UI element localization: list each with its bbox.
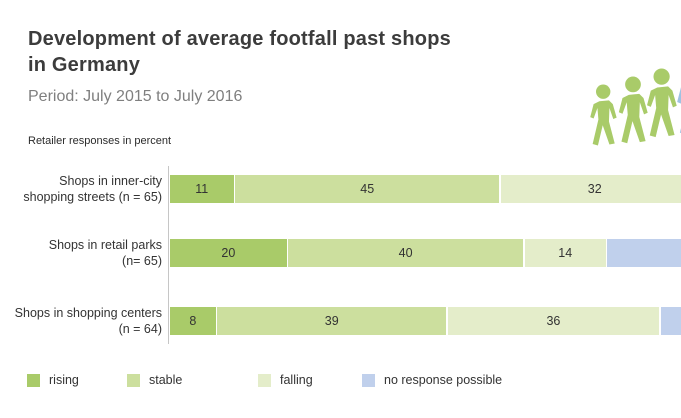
- bar-segment-falling: 36: [447, 307, 660, 335]
- bar-value-label: 36: [546, 314, 561, 328]
- legend-label-stable: stable: [149, 373, 183, 387]
- bar-value-label: 8: [189, 314, 197, 328]
- walking-people-svg: [590, 64, 681, 146]
- bar-segment-rising: 8: [170, 307, 216, 335]
- bar-value-label: 40: [398, 246, 413, 260]
- bar-segment-falling: 32: [500, 175, 681, 203]
- bar-segment-stable: 40: [288, 239, 524, 267]
- legend-label-falling: falling: [280, 373, 313, 387]
- category-label: Shops in shopping centers (n = 64): [14, 306, 162, 336]
- legend-label-rising: rising: [49, 373, 79, 387]
- bar-segment-rising: 20: [170, 239, 287, 267]
- legend-label-no-response: no response possible: [384, 373, 503, 387]
- walking-people-icon: [582, 64, 681, 158]
- period-subtitle: Period: July 2015 to July 2016: [28, 88, 243, 105]
- bar-segment-stable: 39: [217, 307, 447, 335]
- title-line-1: Development of average footfall past sho…: [28, 28, 451, 50]
- legend-swatch-stable: [127, 373, 140, 387]
- bar-value-label: 14: [558, 246, 573, 260]
- green-walker-3: [647, 68, 677, 138]
- legend-item-no-response: no response possible: [362, 373, 502, 387]
- bar-value-label: 39: [324, 314, 339, 328]
- bar-segment-no-response-possible: [660, 307, 681, 335]
- legend: rising stable falling no response possib…: [0, 373, 681, 393]
- legend-item-falling: falling: [258, 373, 313, 387]
- units-note: Retailer responses in percent: [28, 135, 172, 147]
- bar-value-label: 32: [587, 182, 602, 196]
- bar-value-label: 45: [360, 182, 375, 196]
- category-label: Shops in inner-city shopping streets (n =…: [23, 174, 162, 204]
- bar-value-label: 20: [221, 246, 236, 260]
- title-line-2: in Germany: [28, 54, 141, 76]
- legend-swatch-rising: [27, 373, 40, 387]
- category-label: Shops in retail parks (n= 65): [48, 238, 162, 268]
- legend-swatch-falling: [258, 373, 271, 387]
- green-walker-2: [618, 76, 648, 144]
- blue-walker-clipped: [677, 64, 681, 135]
- bar-segment-no-response-possible: [607, 239, 681, 267]
- bar-value-label: 11: [195, 182, 209, 196]
- bar-segment-falling: 14: [524, 239, 606, 267]
- bar-segment-stable: 45: [235, 175, 500, 203]
- y-axis-line: [168, 166, 169, 344]
- legend-item-stable: stable: [127, 373, 182, 387]
- legend-swatch-no-response: [362, 373, 375, 387]
- bar-segment-rising: 11: [170, 175, 234, 203]
- green-walker-1: [590, 84, 617, 146]
- legend-item-rising: rising: [27, 373, 79, 387]
- page-title: Development of average footfall past sho…: [28, 26, 451, 78]
